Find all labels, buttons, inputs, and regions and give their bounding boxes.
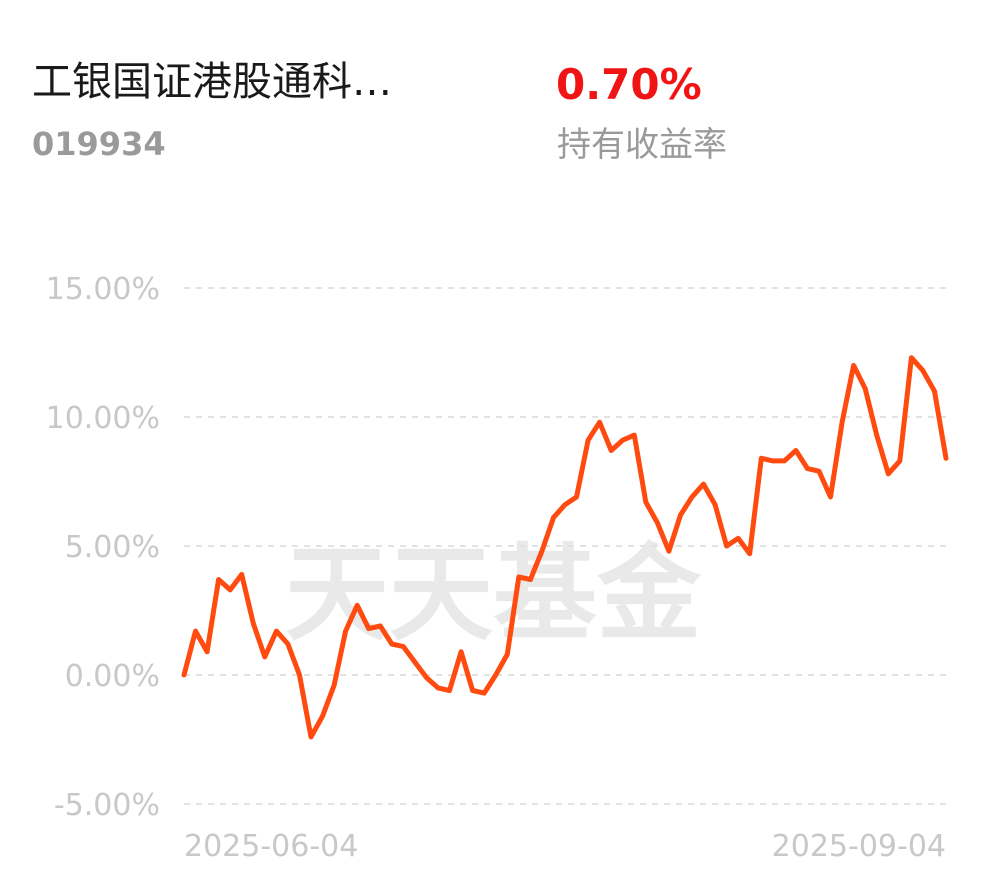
watermark-text: 天天基金 [285,532,702,655]
y-axis-ticks: 15.00% 10.00% 5.00% 0.00% -5.00% [46,272,160,823]
y-tick-label: 10.00% [46,401,160,436]
y-tick-label: 15.00% [46,272,160,307]
x-axis-ticks: 2025-06-04 2025-09-04 [184,829,946,864]
holding-return-label: 持有收益率 [557,125,727,165]
fund-name: 工银国证港股通科… [32,59,392,105]
y-tick-label: 5.00% [65,530,160,565]
x-tick-label: 2025-09-04 [772,829,946,864]
y-tick-label: 0.00% [65,659,160,694]
fund-code: 019934 [32,125,166,163]
series-layer [181,355,949,740]
y-tick-label: -5.00% [54,788,160,823]
holding-return-value: 0.70% [556,60,702,109]
series-line [181,355,949,740]
x-tick-label: 2025-06-04 [184,829,358,864]
